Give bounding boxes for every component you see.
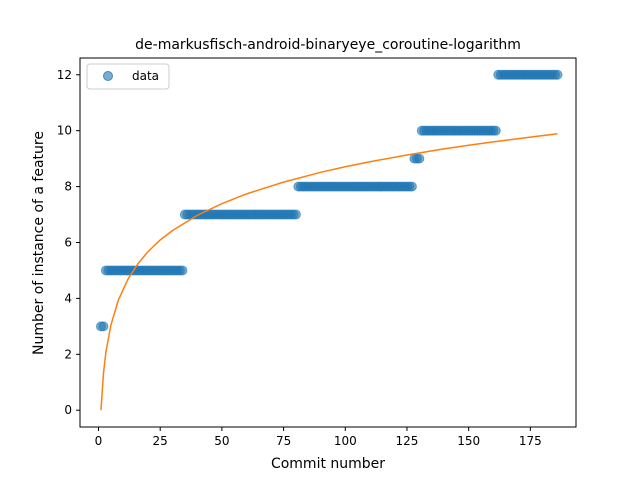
axes: 0 25 50 75 100 125 150 175 0 2 4 6 8 10 12 — [57, 57, 577, 448]
legend-marker-data — [103, 71, 113, 81]
x-tick-label: 0 — [95, 434, 103, 448]
x-tick-label: 75 — [276, 434, 291, 448]
x-tick-label: 125 — [396, 434, 419, 448]
data-point — [98, 321, 109, 332]
y-tick-label: 12 — [57, 68, 72, 82]
x-tick-label: 175 — [519, 434, 542, 448]
data-point — [177, 265, 188, 276]
x-tick-label: 25 — [153, 434, 168, 448]
legend-label-data: data — [132, 69, 159, 83]
x-axis-label: Commit number — [271, 456, 385, 472]
data-point — [490, 125, 501, 136]
x-tick-label: 50 — [214, 434, 229, 448]
fit-line — [100, 133, 558, 411]
y-tick-label: 10 — [57, 124, 72, 138]
legend-box — [86, 63, 170, 90]
data-point — [414, 153, 425, 164]
y-tick-label: 4 — [64, 291, 72, 305]
x-tick-label: 100 — [334, 434, 357, 448]
data-point — [290, 209, 301, 220]
y-tick-label: 8 — [64, 180, 72, 194]
x-tick-label: 150 — [457, 434, 480, 448]
y-axis-label: Number of instance of a feature — [31, 131, 47, 355]
legend: data — [86, 63, 170, 90]
y-tick-label: 6 — [64, 236, 72, 250]
data-point — [406, 181, 417, 192]
chart-title: de-markusfisch-android-binaryeye_corouti… — [135, 37, 521, 53]
plot-area — [95, 69, 563, 411]
y-tick-label: 2 — [64, 347, 72, 361]
data-point — [552, 69, 563, 80]
y-tick-label: 0 — [64, 403, 72, 417]
